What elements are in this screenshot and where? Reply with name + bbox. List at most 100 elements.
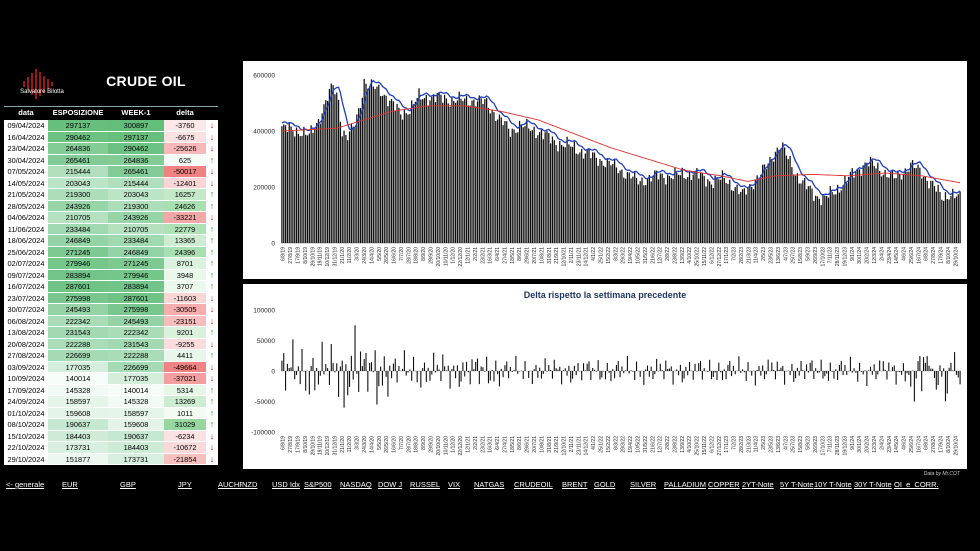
row-exposure: 271245: [48, 246, 108, 257]
nav-link[interactable]: RUSSEL: [410, 480, 441, 489]
nav-link[interactable]: SILVER: [630, 480, 657, 489]
row-week-1: 158597: [108, 407, 164, 418]
exposure-bar: [376, 86, 378, 243]
delta-bar: [805, 364, 808, 371]
nav-link[interactable]: PALLADIUM: [664, 480, 706, 489]
x-tick-label: 4/6/24: [902, 247, 908, 261]
x-tick-label: 29/10/24: [953, 436, 959, 456]
exposure-bar: [833, 194, 835, 243]
nav-link[interactable]: S&P500: [304, 480, 332, 489]
x-tick-label: 10/11/20: [443, 436, 449, 455]
delta-bar: [948, 367, 950, 371]
exposure-bar: [356, 114, 358, 244]
x-tick-label: 7/11/23: [828, 247, 834, 264]
delta-bar: [562, 370, 564, 371]
x-tick-label: 27/8/24: [931, 247, 937, 264]
delta-bar: [619, 371, 621, 378]
x-tick-label: 6/12/22: [709, 436, 715, 453]
row-exposure: 283894: [48, 269, 108, 280]
delta-bar: [433, 352, 435, 371]
delta-bar: [332, 362, 334, 371]
nav-link[interactable]: 5Y T-Note: [780, 480, 814, 489]
x-tick-label: 2/8/22: [665, 436, 671, 450]
x-tick-label: 12/10/21: [562, 436, 568, 456]
nav-link[interactable]: VIX: [448, 480, 461, 489]
delta-bar: [838, 365, 840, 371]
delta-bar: [356, 371, 358, 374]
exposure-bar: [694, 171, 696, 243]
nav-link[interactable]: NATGAS: [474, 480, 505, 489]
delta-bar: [751, 371, 753, 376]
delta-bar: [844, 365, 846, 371]
nav-link[interactable]: DOW J: [378, 480, 403, 489]
delta-chart: Delta rispetto la settimana precedente -…: [243, 284, 967, 469]
short-average-line: [281, 79, 961, 196]
nav-link[interactable]: GBP: [120, 480, 136, 489]
x-tick-label: 23/8/22: [672, 247, 678, 264]
exposure-bar: [703, 175, 705, 243]
arrow-up-icon: ↑: [206, 407, 218, 418]
delta-bar: [654, 371, 656, 375]
table-body: 09/04/2024 297137 300897 -3760 ↓ 16/04/2024 29…: [4, 120, 218, 465]
x-tick-label: 13/6/23: [776, 436, 782, 453]
y-tick-label: 100000: [253, 308, 275, 315]
exposure-bar: [736, 184, 738, 243]
row-exposure: 275998: [48, 292, 108, 303]
x-tick-label: 21/3/23: [746, 436, 752, 453]
exposure-bar: [330, 83, 332, 243]
row-week-1: 275998: [108, 304, 164, 315]
delta-bar: [482, 367, 484, 371]
exposure-bar: [919, 167, 921, 243]
x-tick-label: 16/7/24: [916, 247, 922, 264]
nav-link[interactable]: USD Idx: [272, 480, 300, 489]
x-tick-label: 24/3/20: [362, 436, 368, 453]
row-date: 01/10/2024: [4, 407, 48, 418]
table-row: 25/06/2024 271245 246849 24396 ↑: [4, 246, 218, 258]
nav-link[interactable]: BRENT: [562, 480, 588, 489]
x-tick-label: 16/7/24: [916, 436, 922, 453]
x-tick-label: 29/10/24: [953, 247, 959, 267]
nav-link[interactable]: GOLD: [594, 480, 616, 489]
delta-bar: [281, 360, 283, 371]
delta-bar: [778, 369, 780, 371]
row-date: 16/07/2024: [4, 281, 48, 292]
delta-bar: [540, 371, 543, 379]
delta-bar: [486, 356, 488, 371]
nav-link[interactable]: 2YT-Note: [742, 480, 774, 489]
x-tick-label: 12/7/22: [658, 247, 664, 264]
x-tick-label: 1/12/20: [451, 436, 457, 453]
nav-link[interactable]: COPPER: [708, 480, 740, 489]
x-tick-label: 6/8/19: [281, 247, 287, 261]
nav-link[interactable]: CRUDEOIL: [514, 480, 553, 489]
exposure-bar: [475, 106, 477, 243]
delta-bar: [853, 368, 855, 371]
exposure-bar: [787, 159, 789, 243]
x-tick-label: 2/5/23: [761, 247, 767, 261]
row-date: 24/09/2024: [4, 396, 48, 407]
delta-bar: [338, 371, 340, 397]
x-tick-label: 31/5/22: [643, 436, 649, 453]
exposure-bar: [592, 152, 594, 243]
nav-link[interactable]: 30Y T-Note: [854, 480, 892, 489]
nav-link[interactable]: JPY: [178, 480, 192, 489]
exposure-bar: [469, 105, 471, 243]
x-tick-label: 8/10/24: [946, 436, 952, 453]
nav-link[interactable]: <- generale: [6, 480, 45, 489]
exposure-bar: [517, 132, 519, 243]
x-tick-label: 9/1/24: [850, 247, 856, 261]
x-tick-label: 8/10/19: [303, 247, 309, 264]
nav-link[interactable]: NZD: [242, 480, 258, 489]
exposure-bar: [889, 171, 892, 243]
nav-link[interactable]: EUR: [62, 480, 78, 489]
delta-bar: [714, 371, 716, 373]
nav-link[interactable]: OI_e_CORR.: [894, 480, 939, 489]
nav-link[interactable]: AUCHF: [218, 480, 242, 489]
delta-bar: [608, 371, 610, 373]
x-tick-label: 26/9/23: [813, 436, 819, 453]
nav-link[interactable]: NASDAQ: [340, 480, 372, 489]
nav-link[interactable]: 10Y T-Note: [814, 480, 852, 489]
delta-bar: [387, 371, 389, 397]
arrow-up-icon: ↑: [206, 235, 218, 246]
delta-bar: [581, 371, 583, 381]
exposure-bar: [431, 96, 433, 243]
